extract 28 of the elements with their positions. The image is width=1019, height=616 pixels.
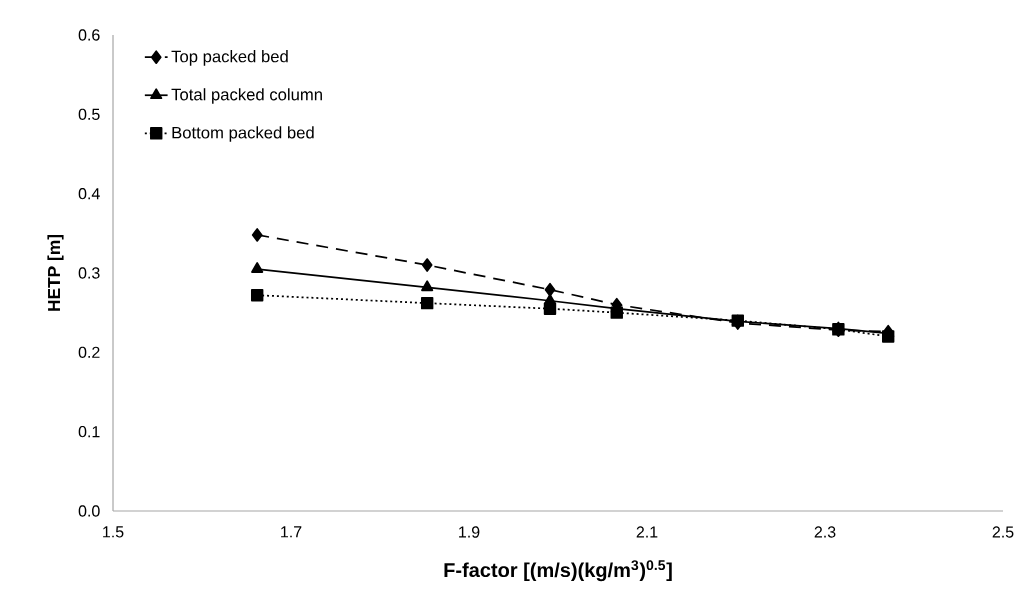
y-tick-label: 0.2 — [78, 346, 100, 358]
y-tick-label: 0.1 — [78, 426, 100, 438]
y-tick-label: 0.3 — [78, 267, 100, 279]
legend-label: Total packed column — [171, 88, 322, 104]
x-tick-label: 2.1 — [636, 526, 658, 538]
y-tick-label: 0.5 — [78, 108, 100, 120]
x-tick-label: 2.5 — [992, 526, 1014, 538]
point — [881, 330, 895, 343]
point — [421, 258, 433, 272]
point — [250, 289, 264, 302]
legend-label: Top packed bed — [171, 50, 288, 66]
legend-label: Bottom packed bed — [172, 126, 314, 142]
y-axis-title: HETP [m] — [47, 234, 64, 311]
x-tick-label: 1.5 — [103, 526, 124, 538]
point — [251, 228, 263, 242]
point — [251, 262, 264, 273]
point — [543, 302, 557, 315]
y-tick-label: 0.0 — [78, 505, 100, 517]
x-tick-label: 1.9 — [459, 526, 480, 538]
point — [544, 282, 556, 297]
point — [420, 296, 434, 310]
y-tick-label: 0.6 — [78, 29, 100, 41]
point — [610, 306, 623, 319]
x-axis-title: F-factor [(m/s)(kg/m$^{3}$)$^{0.5}$] — [444, 560, 672, 582]
x-tick-label: 2.3 — [814, 526, 836, 538]
x-tick-label: 1.7 — [281, 526, 302, 538]
point — [421, 280, 434, 292]
y-tick-label: 0.4 — [78, 188, 100, 200]
